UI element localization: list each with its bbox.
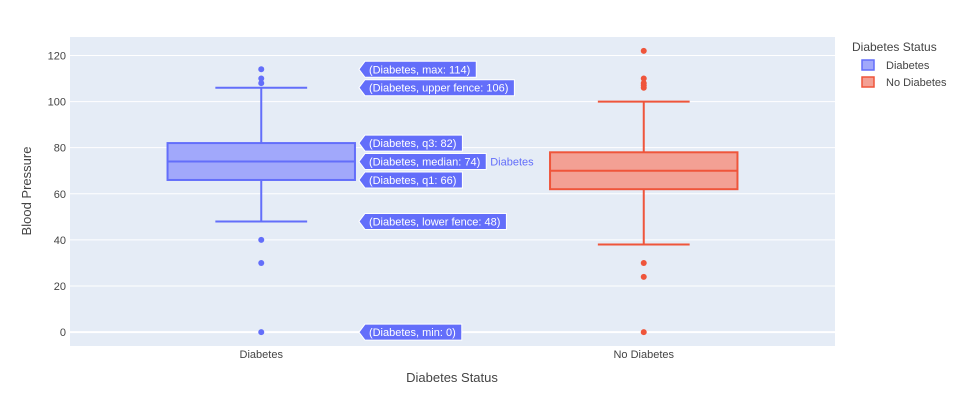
y-tick-label: 80 <box>54 143 66 155</box>
y-tick-label: 100 <box>48 97 66 109</box>
legend-label-no-diabetes: No Diabetes <box>886 77 947 89</box>
hover-label-text: (Diabetes, upper fence: 106) <box>369 83 508 95</box>
y-tick-label: 60 <box>54 189 66 201</box>
y-axis-title: Blood Pressure <box>19 147 34 236</box>
outlier-point <box>640 84 647 91</box>
outlier-point <box>258 75 265 82</box>
hover-label: (Diabetes, q1: 66) <box>358 171 463 189</box>
hover-labels: (Diabetes, max: 114) (Diabetes, upper fen… <box>358 60 534 341</box>
hover-label: (Diabetes, lower fence: 48) <box>358 212 507 230</box>
hover-label-box <box>358 323 463 341</box>
outlier-point <box>258 80 265 87</box>
outlier-point <box>640 47 647 54</box>
y-tick-label: 0 <box>60 327 66 339</box>
hover-label: (Diabetes, max: 114) <box>358 60 477 78</box>
outlier-point <box>258 66 265 73</box>
hover-label-text: (Diabetes, max: 114) <box>369 64 470 76</box>
y-tick-label: 40 <box>54 235 66 247</box>
box-traces[interactable] <box>166 47 739 336</box>
hover-label-text: (Diabetes, q3: 82) <box>369 138 456 150</box>
x-tick-label: No Diabetes <box>613 349 674 361</box>
y-tick-label: 120 <box>48 50 66 62</box>
hover-label-text: (Diabetes, min: 0) <box>369 327 456 339</box>
legend-swatch-diabetes <box>861 59 875 71</box>
legend: Diabetes Status Diabetes No Diabetes <box>852 40 947 89</box>
hover-label-box <box>358 212 507 230</box>
hover-label-box <box>358 171 463 189</box>
legend-item-no-diabetes[interactable]: No Diabetes <box>861 76 947 89</box>
hover-label-box <box>358 134 463 152</box>
box-trace-no-diabetes[interactable] <box>549 47 739 336</box>
legend-title: Diabetes Status <box>852 40 937 54</box>
hover-label-box <box>358 153 487 171</box>
outlier-point <box>640 329 647 336</box>
y-gridlines <box>70 54 835 334</box>
y-tick-label: 20 <box>54 281 66 293</box>
hover-label: (Diabetes, q3: 82) <box>358 134 463 152</box>
x-tick-label: Diabetes <box>240 349 284 361</box>
hover-label-box <box>358 60 477 78</box>
hover-label: (Diabetes, upper fence: 106) <box>358 79 515 97</box>
outlier-point <box>640 273 647 280</box>
outlier-point <box>640 75 647 82</box>
hover-label-text: (Diabetes, lower fence: 48) <box>369 216 500 228</box>
outlier-point <box>258 329 265 336</box>
legend-item-diabetes[interactable]: Diabetes <box>861 59 930 72</box>
y-tick-labels: 0 20 40 60 80 100 120 <box>48 50 66 339</box>
hover-label-text: (Diabetes, q1: 66) <box>369 175 456 187</box>
hover-trace-name: Diabetes <box>490 157 534 169</box>
hover-label-text: (Diabetes, median: 74) <box>369 157 480 169</box>
x-axis-title: Diabetes Status <box>406 370 498 385</box>
hover-label: (Diabetes, min: 0) <box>358 323 463 341</box>
hover-label-box <box>358 79 515 97</box>
outlier-point <box>640 259 647 266</box>
box-trace-diabetes[interactable] <box>166 66 356 336</box>
outlier-point <box>258 236 265 243</box>
x-tick-labels: Diabetes No Diabetes <box>240 349 675 361</box>
outlier-point <box>258 259 265 266</box>
hover-label: (Diabetes, median: 74) Diabetes <box>358 153 534 171</box>
legend-swatch-no-diabetes <box>861 76 875 88</box>
legend-label-diabetes: Diabetes <box>886 60 930 72</box>
